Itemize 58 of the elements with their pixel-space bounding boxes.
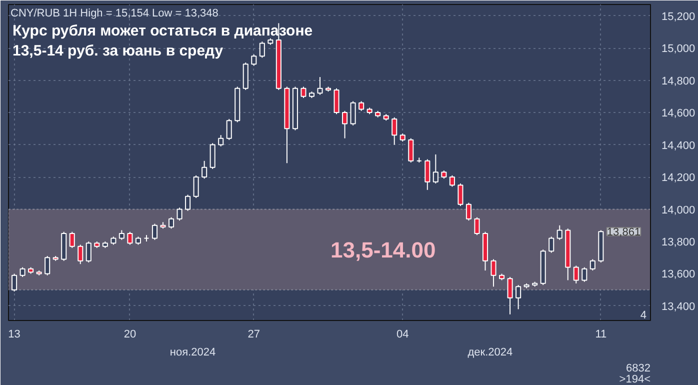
candlestick	[590, 258, 596, 272]
x-tick-label: 27	[248, 328, 260, 340]
candlestick	[78, 244, 84, 265]
text: 6832	[626, 362, 651, 374]
text: >194<	[619, 374, 650, 385]
candlestick	[556, 224, 562, 240]
y-tick-label: 13,800	[662, 236, 696, 248]
candlestick	[193, 174, 199, 198]
candlestick	[548, 236, 554, 254]
candlestick	[86, 241, 92, 263]
candlestick	[226, 118, 232, 140]
text: ноя.2024	[170, 346, 216, 358]
candlestick	[118, 230, 124, 240]
candlestick	[392, 116, 398, 146]
candlestick	[20, 266, 26, 278]
candlestick	[408, 138, 414, 163]
candlestick	[210, 142, 216, 170]
x-tick-label: 13	[8, 328, 20, 340]
candlestick	[127, 231, 133, 246]
x-tick-label: 04	[396, 328, 409, 340]
candlestick	[202, 160, 208, 180]
candlestick	[474, 216, 480, 236]
candlestick	[424, 158, 430, 190]
candlestick	[342, 110, 348, 139]
candlestick	[69, 231, 75, 248]
candlestick	[44, 256, 50, 276]
candlestick	[449, 174, 455, 188]
text: 4	[640, 310, 647, 322]
text: дек.2024	[468, 346, 513, 358]
x-tick-label: 11	[595, 328, 607, 340]
candlestick	[300, 86, 306, 99]
y-tick-label: 15,000	[662, 43, 696, 56]
x-tick-label: 20	[124, 328, 136, 340]
candlestick	[573, 265, 579, 284]
y-tick-label: 15,200	[662, 10, 696, 23]
candlestick	[490, 258, 496, 288]
candlestick	[168, 216, 174, 230]
candlestick	[259, 41, 265, 58]
candlestick	[350, 100, 356, 126]
band-label: 13,5-14.00	[330, 238, 436, 263]
candlestick	[152, 223, 158, 240]
y-tick-label: 14,000	[662, 204, 696, 216]
y-tick-label: 13,400	[662, 300, 696, 313]
candlestick	[334, 88, 340, 115]
candlestick	[218, 134, 224, 147]
candlestick	[432, 154, 438, 184]
candlestick	[251, 54, 257, 66]
candlestick	[582, 266, 588, 282]
y-tick-label: 14,200	[662, 172, 696, 184]
candlestick	[358, 100, 364, 112]
annotation: CNY/RUB 1H High = 15,154 Low = 13,348	[10, 8, 218, 20]
y-tick-label: 14,600	[662, 108, 696, 120]
y-tick-label: 14,400	[662, 140, 696, 152]
candlestick	[458, 182, 464, 207]
annotation: 13,861	[606, 226, 641, 239]
y-tick-label: 13,600	[662, 268, 696, 281]
y-tick-label: 14,800	[662, 75, 696, 88]
candlestick	[317, 76, 323, 96]
